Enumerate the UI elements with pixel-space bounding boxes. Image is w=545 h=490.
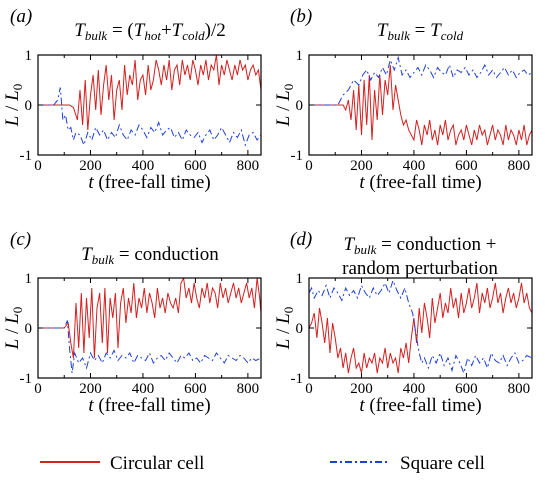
x-tick-label: 400 [403,158,426,174]
x-tick-label: 600 [184,158,207,174]
panel-a: (a) Tbulk = (Thot+Tcold)/2 0 200 400 600 800 -1… [2,6,262,193]
x-tick-label: 200 [79,158,102,174]
panel-title-line2: random perturbation [342,258,498,279]
x-tick-label: 600 [455,381,478,397]
x-tick-label: 200 [79,381,102,397]
legend-label: Circular cell [110,453,204,474]
x-tick-label: 800 [508,381,531,397]
panel-d: (d) Tbulk = conduction +random perturbati… [273,229,533,416]
x-tick-label: 0 [34,158,42,174]
panel-title: Tbulk = Tcold [377,20,464,43]
x-tick-label: 0 [305,381,313,397]
x-tick-label: 600 [184,381,207,397]
y-tick-label: 1 [296,48,304,64]
x-tick-label: 400 [403,381,426,397]
x-axis-label: t (free-fall time) [359,172,481,193]
y-tick-label: 0 [25,321,33,337]
x-tick-label: 800 [508,158,531,174]
y-tick-label: 0 [25,98,33,114]
y-axis-label: L / L0 [273,84,296,127]
legend-label: Square cell [400,453,485,474]
x-tick-label: 200 [350,158,373,174]
panel-letter: (c) [10,229,31,250]
y-tick-label: 0 [296,321,304,337]
circular-cell-line [38,278,261,359]
x-tick-label: 0 [34,381,42,397]
y-axis-label: L / L0 [273,307,296,350]
circular-cell-line [309,282,532,374]
panel-title: Tbulk = (Thot+Tcold)/2 [74,20,226,43]
x-tick-label: 400 [132,381,155,397]
y-axis-label: L / L0 [2,84,25,127]
plot-frame [37,54,262,156]
square-cell-line [38,320,261,374]
y-tick-label: 0 [296,98,304,114]
panel-letter: (a) [10,6,32,27]
x-axis-label: t (free-fall time) [88,172,210,193]
square-cell-line [309,279,532,375]
x-tick-label: 800 [237,381,260,397]
panel-letter: (b) [290,6,312,27]
y-tick-label: -1 [20,371,33,387]
legend: Circular cell Square cell [40,453,485,474]
y-tick-label: 1 [296,271,304,287]
x-tick-label: 800 [237,158,260,174]
panel-letter: (d) [290,229,312,250]
panel-title: Tbulk = conduction + [343,234,496,257]
x-tick-label: 400 [132,158,155,174]
x-tick-label: 200 [350,381,373,397]
panel-title: Tbulk = conduction [81,244,219,267]
x-axis-label: t (free-fall time) [88,395,210,416]
square-cell-line [309,55,532,106]
y-tick-label: 1 [25,271,33,287]
circular-cell-line [309,64,532,146]
y-tick-label: 1 [25,48,33,64]
circular-cell-line [38,55,261,131]
y-tick-label: -1 [291,371,304,387]
y-axis-label: L / L0 [2,307,25,350]
x-tick-label: 600 [455,158,478,174]
y-tick-label: -1 [291,148,304,164]
x-tick-label: 0 [305,158,313,174]
square-cell-line [38,87,261,147]
x-axis-label: t (free-fall time) [359,395,481,416]
y-tick-label: -1 [20,148,33,164]
